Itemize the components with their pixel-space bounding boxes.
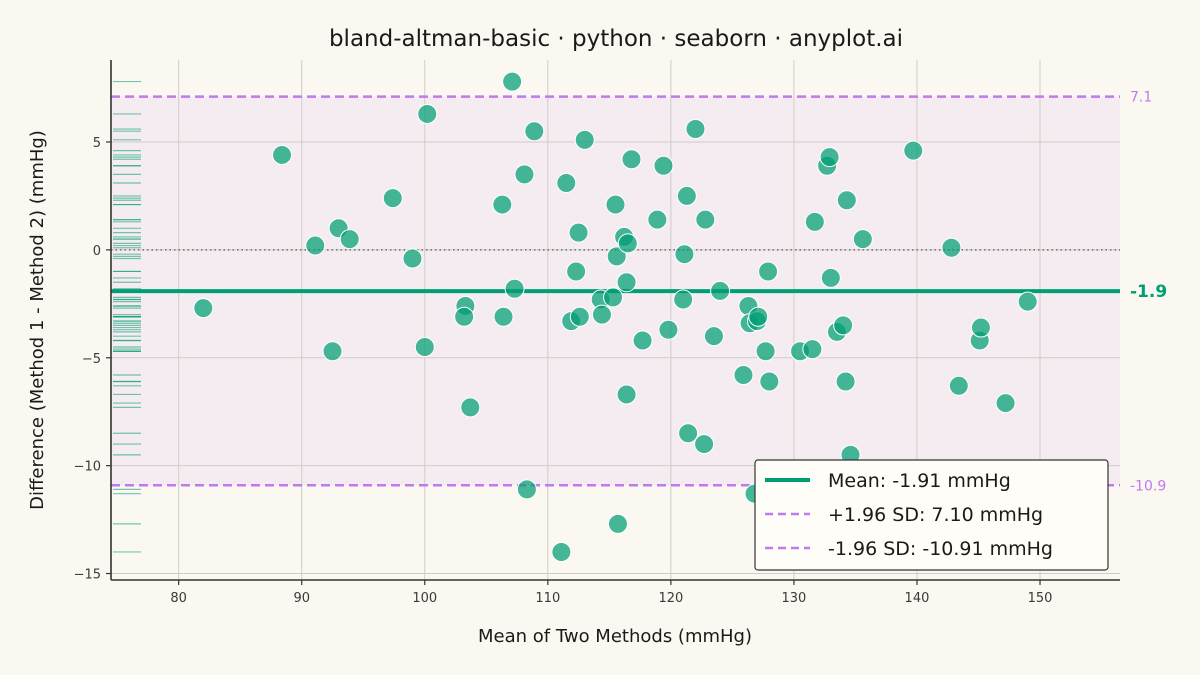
y-tick-label: −15 bbox=[74, 568, 101, 583]
data-point bbox=[820, 267, 841, 288]
y-tick-label: 0 bbox=[93, 244, 101, 259]
data-points bbox=[193, 71, 1038, 562]
x-tick-label: 100 bbox=[412, 591, 437, 606]
data-point bbox=[616, 272, 637, 293]
data-point bbox=[606, 246, 627, 267]
legend: Mean: -1.91 mmHg +1.96 SD: 7.10 mmHg -1.96… bbox=[754, 459, 1109, 571]
legend-box bbox=[754, 459, 1109, 571]
data-point bbox=[733, 365, 754, 386]
data-point bbox=[574, 129, 595, 150]
y-axis-label: Difference (Method 1 - Method 2) (mmHg) bbox=[27, 130, 48, 510]
data-point bbox=[551, 541, 572, 562]
x-tick-label: 80 bbox=[170, 591, 187, 606]
data-point bbox=[653, 155, 674, 176]
data-point bbox=[514, 164, 535, 185]
x-tick-label: 140 bbox=[905, 591, 930, 606]
data-point bbox=[402, 248, 423, 269]
data-point bbox=[695, 209, 716, 230]
data-point bbox=[755, 341, 776, 362]
data-point bbox=[852, 229, 873, 250]
data-point bbox=[414, 336, 435, 357]
data-point bbox=[493, 306, 514, 327]
data-point bbox=[454, 306, 475, 327]
data-point bbox=[607, 513, 628, 534]
data-point bbox=[941, 237, 962, 258]
lower-loa-annotation: -10.9 bbox=[1130, 478, 1166, 494]
data-point bbox=[1017, 291, 1038, 312]
data-point bbox=[516, 479, 537, 500]
x-tick-label: 130 bbox=[782, 591, 807, 606]
x-axis-label: Mean of Two Methods (mmHg) bbox=[478, 626, 752, 647]
data-point bbox=[836, 190, 857, 211]
data-point bbox=[995, 393, 1016, 414]
data-point bbox=[417, 103, 438, 124]
data-point bbox=[758, 261, 779, 282]
data-point bbox=[759, 371, 780, 392]
data-point bbox=[272, 144, 293, 165]
data-point bbox=[492, 194, 513, 215]
data-point bbox=[703, 326, 724, 347]
data-point bbox=[502, 71, 523, 92]
data-point bbox=[674, 244, 695, 265]
data-point bbox=[678, 423, 699, 444]
x-tick-label: 90 bbox=[293, 591, 310, 606]
data-point bbox=[617, 233, 638, 254]
data-point bbox=[504, 278, 525, 299]
plot-area: 80 90 100 110 120 130 140 150 −15 −10 −5 0 5 7.1 -10.9… bbox=[74, 60, 1167, 606]
data-point bbox=[948, 375, 969, 396]
data-point bbox=[970, 317, 991, 338]
data-point bbox=[569, 306, 590, 327]
data-point bbox=[833, 315, 854, 336]
data-point bbox=[647, 209, 668, 230]
y-rug bbox=[113, 80, 141, 553]
data-point bbox=[603, 287, 624, 308]
data-point bbox=[685, 119, 706, 140]
data-point bbox=[305, 235, 326, 256]
y-tick-label: −5 bbox=[82, 352, 101, 367]
data-point bbox=[903, 140, 924, 161]
legend-label: Mean: -1.91 mmHg bbox=[828, 470, 1011, 492]
x-tick-label: 120 bbox=[658, 591, 683, 606]
y-tick-label: −10 bbox=[74, 460, 101, 475]
y-tick-label: 5 bbox=[93, 136, 101, 151]
data-point bbox=[556, 172, 577, 193]
data-point bbox=[621, 149, 642, 170]
upper-loa-annotation: 7.1 bbox=[1130, 90, 1152, 106]
data-point bbox=[802, 339, 823, 360]
data-point bbox=[460, 397, 481, 418]
data-point bbox=[339, 229, 360, 250]
data-point bbox=[819, 147, 840, 168]
data-point bbox=[524, 121, 545, 142]
data-point bbox=[658, 319, 679, 340]
data-point bbox=[322, 341, 343, 362]
legend-label: +1.96 SD: 7.10 mmHg bbox=[828, 504, 1043, 526]
data-point bbox=[632, 330, 653, 351]
data-point bbox=[673, 289, 694, 310]
data-point bbox=[710, 280, 731, 301]
data-point bbox=[804, 211, 825, 232]
data-point bbox=[605, 194, 626, 215]
chart-title: bland-altman-basic · python · seaborn · … bbox=[329, 26, 903, 52]
data-point bbox=[694, 434, 715, 455]
data-point bbox=[382, 188, 403, 209]
data-point bbox=[676, 185, 697, 206]
mean-annotation: -1.9 bbox=[1130, 282, 1167, 302]
data-point bbox=[591, 304, 612, 325]
data-point bbox=[835, 371, 856, 392]
data-point bbox=[193, 298, 214, 319]
x-tick-label: 150 bbox=[1028, 591, 1053, 606]
data-point bbox=[748, 306, 769, 327]
data-point bbox=[568, 222, 589, 243]
x-tick-label: 110 bbox=[535, 591, 560, 606]
legend-label: -1.96 SD: -10.91 mmHg bbox=[828, 538, 1053, 560]
data-point bbox=[616, 384, 637, 405]
data-point bbox=[566, 261, 587, 282]
